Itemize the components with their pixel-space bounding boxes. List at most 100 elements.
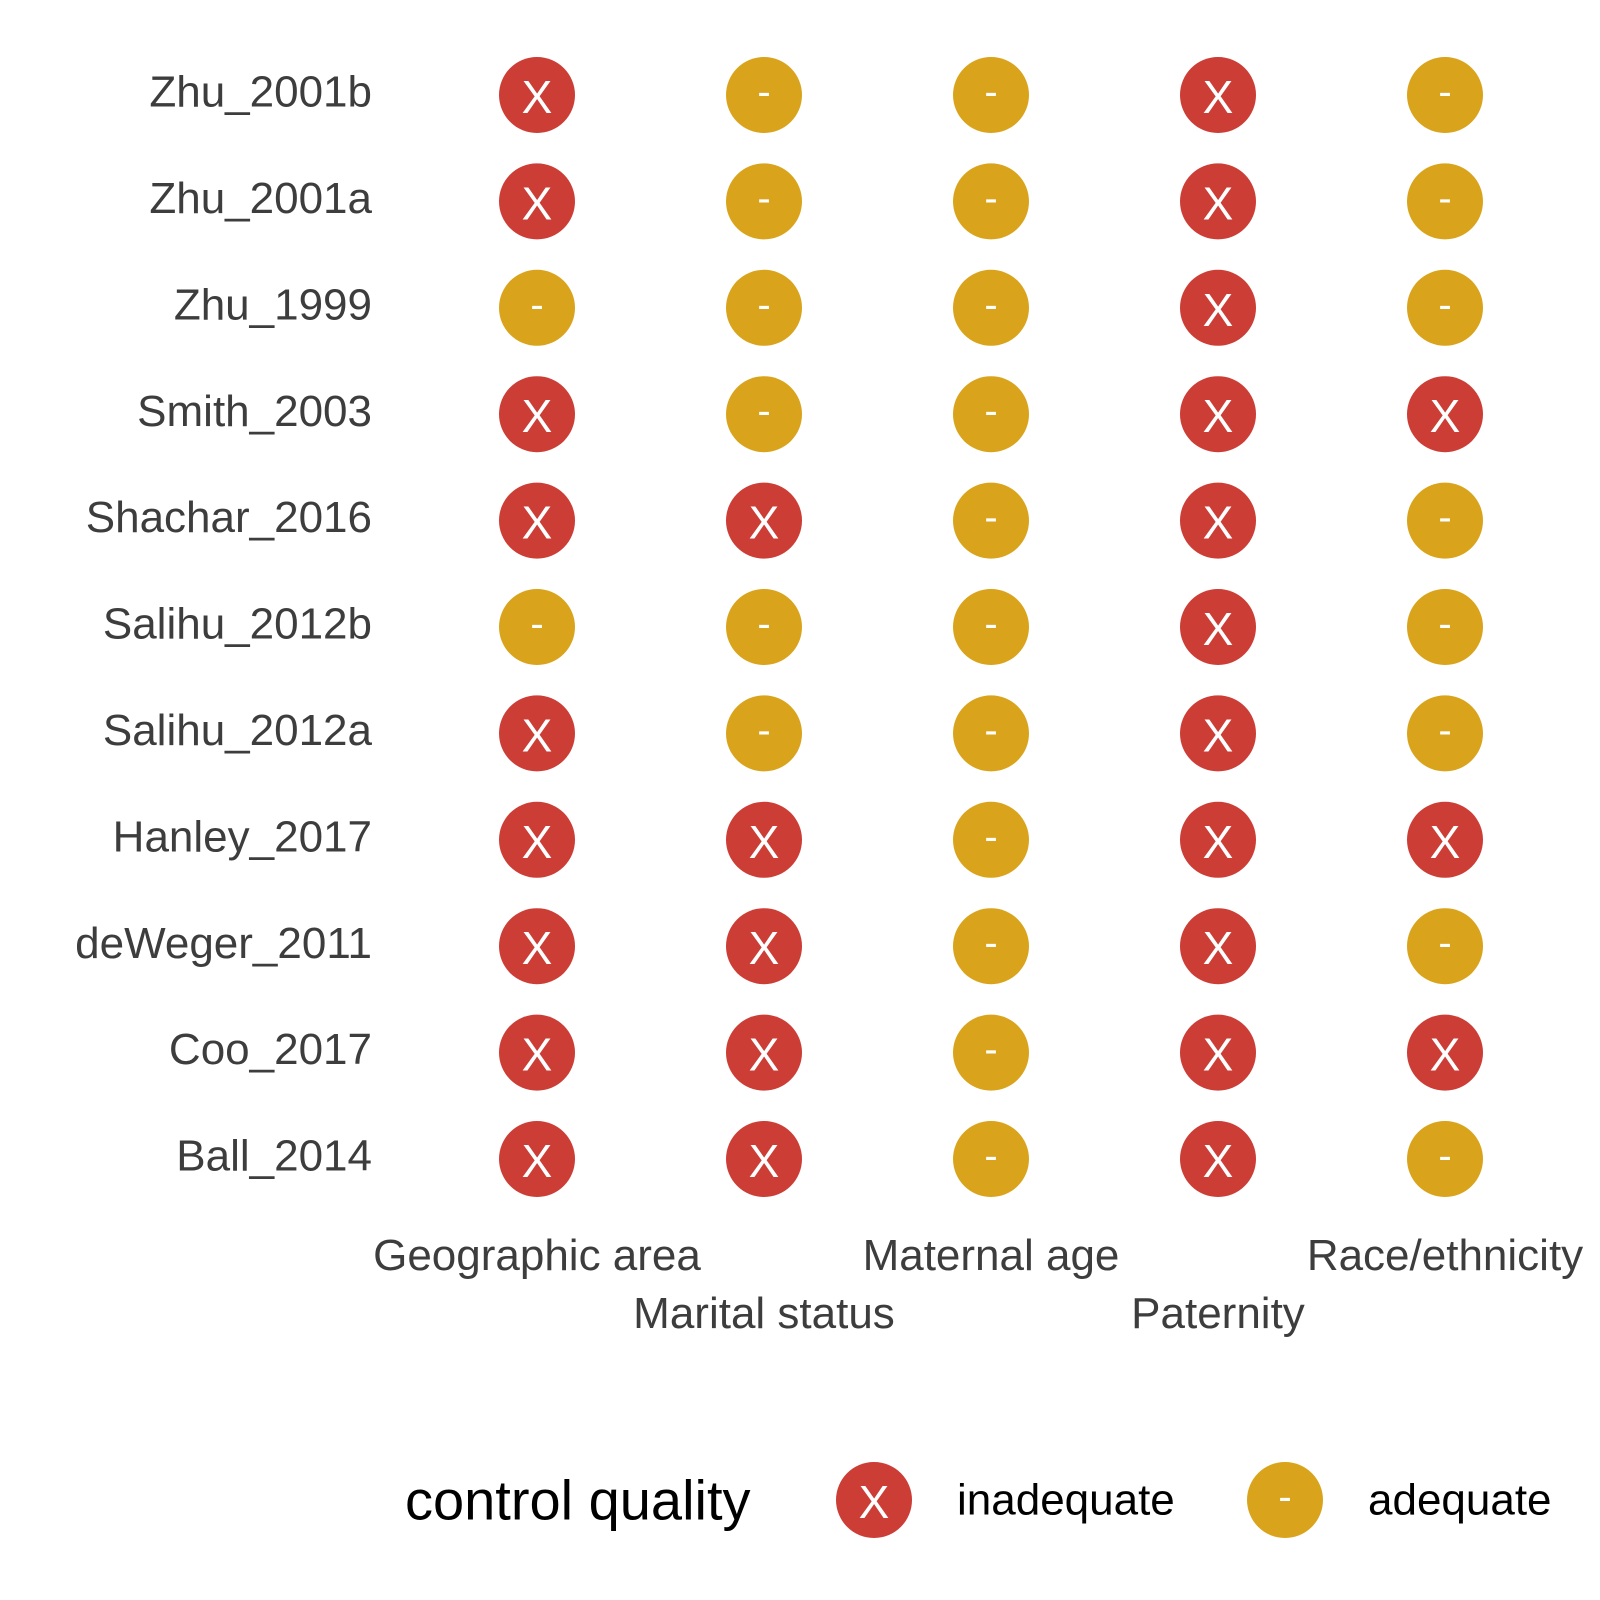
adequate-marker: [726, 269, 802, 346]
cell-adequate-r6-c1: -: [726, 695, 802, 772]
inadequate-symbol: X: [522, 497, 553, 549]
inadequate-symbol: X: [1203, 1135, 1234, 1187]
cell-adequate-r2-c2: -: [953, 269, 1029, 346]
cell-adequate-r6-c2: -: [953, 695, 1029, 772]
legend-inadequate-marker: [836, 1462, 912, 1538]
adequate-symbol: -: [1438, 496, 1451, 540]
cell-adequate-r0-c2: -: [953, 57, 1029, 133]
inadequate-symbol: X: [1430, 816, 1461, 868]
adequate-symbol: -: [984, 921, 997, 965]
cell-inadequate-r8-c1: X: [726, 908, 802, 985]
cell-inadequate-r10-c0: X: [499, 1121, 575, 1197]
legend-inadequate-label: inadequate: [957, 1476, 1175, 1525]
inadequate-marker: [499, 801, 575, 878]
cell-inadequate-r0-c3: X: [1180, 57, 1256, 133]
cell-adequate-r2-c4: -: [1407, 269, 1483, 346]
inadequate-marker: [1407, 801, 1483, 878]
inadequate-marker: [726, 908, 802, 985]
cell-inadequate-r6-c3: X: [1180, 695, 1256, 772]
inadequate-symbol: X: [749, 1029, 780, 1081]
cell-inadequate-r1-c0: X: [499, 163, 575, 240]
inadequate-symbol: X: [1203, 603, 1234, 655]
adequate-symbol: -: [984, 1028, 997, 1072]
cell-inadequate-r6-c0: X: [499, 695, 575, 772]
inadequate-symbol: X: [749, 922, 780, 974]
cell-adequate-r5-c1: -: [726, 589, 802, 665]
cell-inadequate-r7-c3: X: [1180, 801, 1256, 878]
cell-adequate-r9-c2: -: [953, 1014, 1029, 1091]
adequate-marker: [1407, 908, 1483, 985]
cell-adequate-r5-c0: -: [499, 589, 575, 665]
adequate-symbol: -: [984, 602, 997, 646]
row-label-salihu-2012a: Salihu_2012a: [103, 706, 373, 755]
cells: X - - X - X - - X - - - - X - X - - X X X X - X - - - - X - X - - X - X X - X X…: [499, 57, 1483, 1197]
column-label-maternal-age: Maternal age: [863, 1231, 1120, 1280]
adequate-marker: [499, 269, 575, 346]
inadequate-symbol: X: [522, 922, 553, 974]
row-label-salihu-2012b: Salihu_2012b: [103, 600, 372, 649]
inadequate-marker: [1180, 1014, 1256, 1091]
inadequate-symbol: X: [522, 177, 553, 229]
adequate-marker: [953, 57, 1029, 133]
legend-inadequate-symbol: X: [859, 1476, 890, 1528]
adequate-symbol: -: [1438, 1134, 1451, 1178]
inadequate-marker: [1180, 801, 1256, 878]
column-labels: Geographic area Marital status Maternal ag…: [373, 1231, 1583, 1338]
adequate-marker: [953, 269, 1029, 346]
cell-adequate-r2-c1: -: [726, 269, 802, 346]
inadequate-marker: [499, 1121, 575, 1197]
adequate-marker: [953, 1014, 1029, 1091]
cell-adequate-r2-c0: -: [499, 269, 575, 346]
inadequate-symbol: X: [1203, 1029, 1234, 1081]
cell-adequate-r3-c1: -: [726, 376, 802, 453]
adequate-marker: [726, 589, 802, 665]
cell-inadequate-r1-c3: X: [1180, 163, 1256, 240]
adequate-marker: [1407, 269, 1483, 346]
inadequate-marker: [1180, 589, 1256, 665]
cell-adequate-r7-c2: -: [953, 801, 1029, 878]
inadequate-marker: [1407, 376, 1483, 453]
adequate-symbol: -: [984, 496, 997, 540]
inadequate-marker: [1180, 908, 1256, 985]
cell-adequate-r1-c4: -: [1407, 163, 1483, 240]
cell-inadequate-r8-c3: X: [1180, 908, 1256, 985]
cell-adequate-r10-c2: -: [953, 1121, 1029, 1197]
adequate-symbol: -: [1438, 602, 1451, 646]
inadequate-symbol: X: [1203, 497, 1234, 549]
adequate-symbol: -: [530, 283, 543, 327]
adequate-symbol: -: [984, 708, 997, 752]
inadequate-symbol: X: [522, 1135, 553, 1187]
inadequate-marker: [499, 163, 575, 240]
adequate-marker: [953, 801, 1029, 878]
adequate-marker: [1407, 695, 1483, 772]
adequate-symbol: -: [757, 176, 770, 220]
cell-adequate-r3-c2: -: [953, 376, 1029, 453]
row-label-zhu-1999: Zhu_1999: [174, 280, 372, 329]
inadequate-symbol: X: [1203, 284, 1234, 336]
cell-inadequate-r8-c0: X: [499, 908, 575, 985]
inadequate-symbol: X: [749, 497, 780, 549]
column-label-marital-status: Marital status: [633, 1289, 895, 1338]
inadequate-symbol: X: [1203, 71, 1234, 123]
cell-inadequate-r10-c1: X: [726, 1121, 802, 1197]
adequate-symbol: -: [984, 815, 997, 859]
adequate-marker: [1407, 57, 1483, 133]
cell-adequate-r10-c4: -: [1407, 1121, 1483, 1197]
adequate-marker: [953, 695, 1029, 772]
adequate-marker: [953, 589, 1029, 665]
cell-adequate-r4-c4: -: [1407, 482, 1483, 559]
cell-adequate-r1-c2: -: [953, 163, 1029, 240]
inadequate-symbol: X: [749, 1135, 780, 1187]
inadequate-symbol: X: [522, 816, 553, 868]
inadequate-marker: [1180, 695, 1256, 772]
legend-adequate-symbol: -: [1278, 1475, 1291, 1519]
legend-adequate-label: adequate: [1368, 1476, 1552, 1525]
adequate-symbol: -: [757, 602, 770, 646]
inadequate-marker: [1180, 376, 1256, 453]
cell-adequate-r5-c4: -: [1407, 589, 1483, 665]
legend-title: control quality: [405, 1469, 751, 1532]
adequate-symbol: -: [757, 70, 770, 114]
row-label-shachar-2016: Shachar_2016: [86, 493, 372, 542]
